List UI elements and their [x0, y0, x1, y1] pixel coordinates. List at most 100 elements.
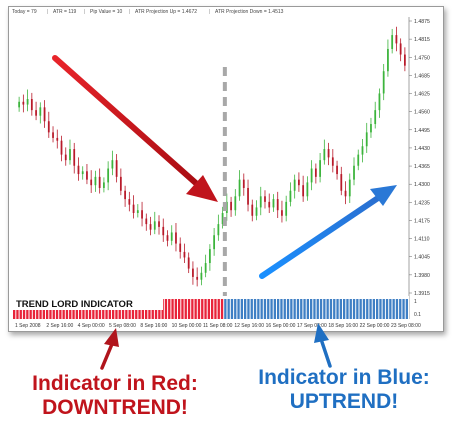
candle-body [52, 132, 54, 138]
indicator-bar [260, 299, 263, 319]
indicator-bar [168, 299, 171, 319]
indicator-bar [359, 299, 362, 319]
candle-body [213, 235, 216, 250]
indicator-bar [234, 299, 237, 319]
candle-body [30, 99, 33, 111]
x-tick-label: 1 Sep 2008 [15, 323, 41, 329]
candle-body [255, 207, 258, 216]
candle-body [361, 146, 364, 155]
indicator-bar [343, 299, 346, 319]
candle-body [344, 190, 347, 197]
indicator-bar [405, 299, 409, 319]
indicator-bar [376, 299, 379, 319]
indicator-bar [227, 299, 230, 319]
indicator-bar [293, 299, 296, 319]
indicator-bar [316, 299, 319, 319]
candle-body [132, 204, 135, 213]
indicator-bar [267, 299, 270, 319]
indicator-bar [247, 299, 250, 319]
indicator-bar [296, 299, 300, 319]
x-tick-label: 2 Sep 16:00 [46, 323, 73, 329]
x-tick-label: 5 Sep 08:00 [109, 323, 136, 329]
indicator-bar [303, 299, 306, 319]
candle-body [348, 179, 351, 197]
candle-body [314, 168, 317, 177]
candle-body [242, 179, 245, 188]
candle-body [98, 176, 101, 188]
indicator-bar [174, 299, 178, 319]
indicator-bar [230, 299, 234, 319]
price-tick-label: 1.4045 [414, 255, 430, 261]
chart-window: 1.4875 1.4815 1.4750 1.4685 1.4625 1.4560 1.44… [8, 6, 444, 332]
candle-body [399, 43, 402, 55]
candle-body [39, 107, 42, 116]
indicator-bar [339, 299, 343, 319]
candle-body [221, 212, 224, 225]
caption-line: UPTREND! [289, 390, 399, 413]
candle-body [170, 232, 173, 241]
candle-body [86, 171, 88, 180]
indicator-bar [333, 299, 336, 319]
candle-body [285, 201, 288, 216]
indicator-bar [323, 299, 326, 319]
price-tick-label: 1.4875 [414, 19, 430, 25]
indicator-bar [277, 299, 280, 319]
candle-body [94, 176, 97, 186]
candle-body [208, 249, 211, 264]
price-tick-label: 1.4750 [414, 55, 430, 61]
candle-body [293, 179, 296, 191]
indicator-bar [220, 299, 224, 319]
indicator-bar [286, 299, 290, 319]
candle-body [73, 149, 76, 166]
price-tick-label: 1.4365 [414, 164, 430, 170]
separator: | [47, 9, 49, 15]
indicator-bar [352, 299, 356, 319]
candle-body [331, 157, 334, 166]
indicator-bar [290, 299, 293, 319]
separator: | [129, 9, 131, 15]
indicator-bar [263, 299, 267, 319]
candle-body [187, 257, 190, 269]
candle-body [103, 182, 105, 188]
indicator-bar [171, 299, 174, 319]
x-tick-label: 16 Sep 00:00 [266, 323, 296, 329]
candle-body [272, 199, 275, 208]
price-tick-label: 1.4685 [414, 73, 430, 79]
pip-value-readout: Pip Value = 10 [90, 9, 123, 15]
candle-body [183, 251, 186, 258]
today-readout: Today = 79 [12, 9, 37, 15]
candle-body [378, 93, 381, 111]
indicator-bar [349, 299, 352, 319]
downtrend-arrow [52, 55, 218, 202]
candle-body [77, 165, 80, 175]
x-tick-label: 8 Sep 16:00 [140, 323, 167, 329]
candle-body [327, 149, 330, 158]
candle-body [115, 160, 118, 177]
candle-body [319, 160, 321, 177]
candle-body [323, 149, 326, 161]
indicator-bar [336, 299, 339, 319]
indicator-bar [207, 299, 211, 319]
x-tick-label: 17 Sep 08:00 [297, 323, 327, 329]
indicator-bar [310, 299, 313, 319]
indicator-bar [395, 299, 399, 319]
candle-body [391, 35, 394, 49]
price-tick-label: 1.4235 [414, 200, 430, 206]
candle-body [370, 124, 372, 133]
caption-line: DOWNTREND! [42, 396, 188, 419]
indicator-label: TREND LORD INDICATOR [16, 299, 133, 310]
candle-body [196, 276, 199, 280]
candle-body [192, 268, 194, 277]
candle-body [281, 210, 283, 216]
price-tick-label: 1.3980 [414, 273, 430, 279]
indicator-bar [366, 299, 369, 319]
candle-body [64, 154, 67, 161]
indicator-bar [399, 299, 402, 319]
indicator-bar [313, 299, 316, 319]
candle-body [136, 210, 139, 213]
candle-body [179, 243, 182, 252]
atr-up-readout: ATR Projection Up = 1.4672 [135, 9, 198, 15]
indicator-bar [273, 299, 277, 319]
indicator-bar [181, 299, 184, 319]
price-chart: 1.4875 1.4815 1.4750 1.4685 1.4625 1.4560 1.44… [13, 17, 430, 329]
